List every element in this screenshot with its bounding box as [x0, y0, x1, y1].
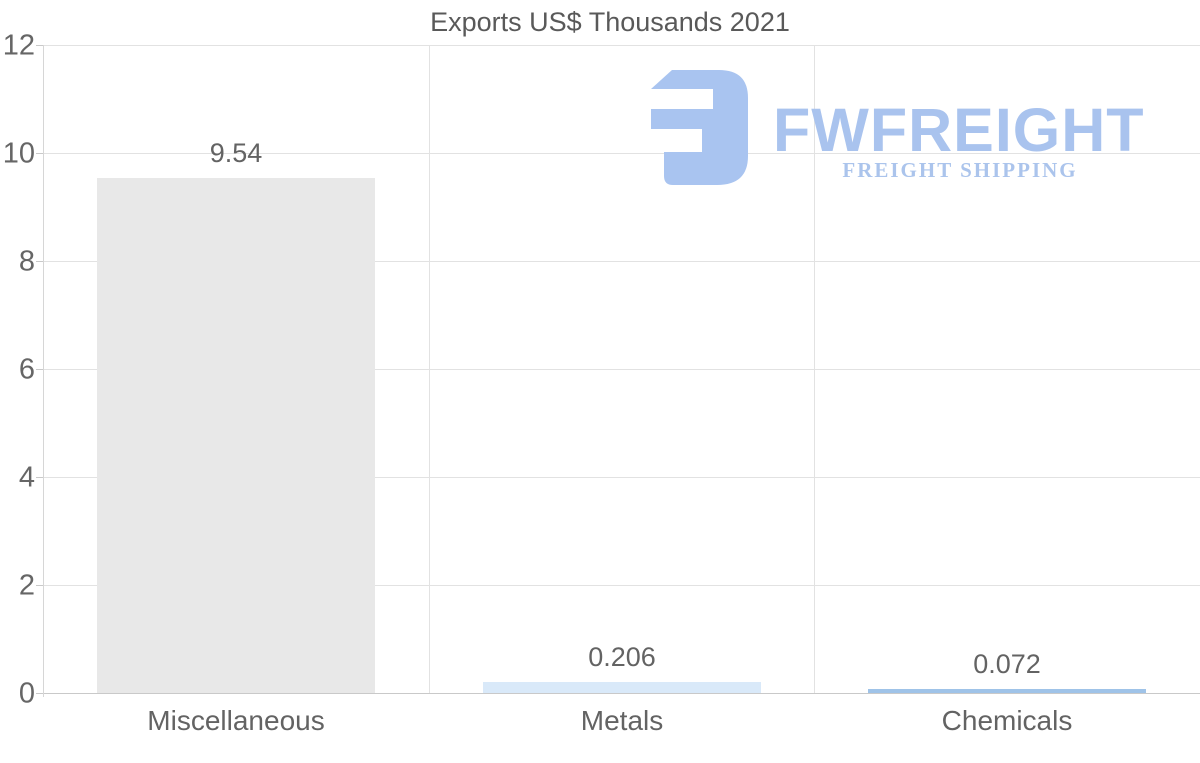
bar-metals — [483, 682, 761, 693]
y-axis-tick — [36, 261, 43, 262]
y-axis-line — [43, 45, 44, 697]
y-tick-label: 2 — [18, 569, 35, 602]
vertical-gridline — [429, 45, 430, 693]
y-tick-label: 4 — [18, 461, 35, 494]
y-tick-label: 12 — [2, 29, 35, 62]
horizontal-gridline — [43, 477, 1200, 478]
fwfreight-logo-icon — [651, 70, 748, 185]
y-axis-tick — [36, 585, 43, 586]
vertical-gridline — [814, 45, 815, 693]
y-axis-tick — [36, 153, 43, 154]
y-tick-label: 8 — [18, 245, 35, 278]
fwfreight-brand-text: FWFREIGHT — [773, 96, 1145, 164]
x-axis-baseline — [43, 693, 1200, 694]
horizontal-gridline — [43, 45, 1200, 46]
bar-value-label: 9.54 — [209, 138, 263, 168]
fwfreight-watermark: FWFREIGHT FREIGHT SHIPPING — [651, 70, 1151, 185]
bar-chemicals — [868, 689, 1146, 693]
x-category-label: Metals — [580, 705, 664, 736]
bar-value-label: 0.072 — [973, 649, 1041, 679]
x-category-label: Miscellaneous — [147, 705, 325, 736]
y-axis-tick — [36, 477, 43, 478]
horizontal-gridline — [43, 585, 1200, 586]
y-tick-label: 0 — [18, 677, 35, 710]
horizontal-gridline — [43, 369, 1200, 370]
horizontal-gridline — [43, 261, 1200, 262]
y-axis-tick — [36, 693, 43, 694]
bar-miscellaneous — [97, 178, 375, 693]
chart-title: Exports US$ Thousands 2021 — [430, 7, 790, 37]
horizontal-gridline — [43, 153, 1200, 154]
bar-value-label: 0.206 — [588, 642, 656, 672]
y-axis-tick — [36, 45, 43, 46]
x-category-label: Chemicals — [941, 705, 1073, 736]
y-tick-label: 10 — [2, 137, 35, 170]
fwfreight-tagline-text: FREIGHT SHIPPING — [842, 158, 1078, 182]
y-axis-tick — [36, 369, 43, 370]
fwfreight-logo-shape — [651, 70, 748, 185]
y-tick-label: 6 — [18, 353, 35, 386]
